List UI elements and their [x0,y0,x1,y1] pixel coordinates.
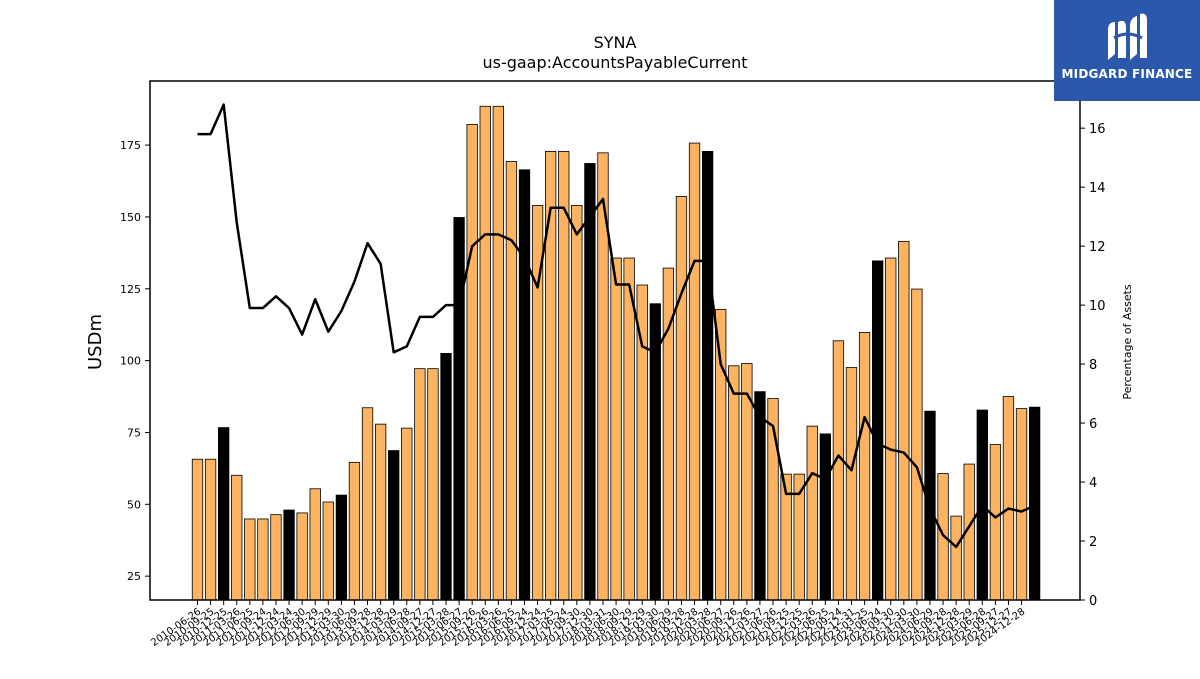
bar [701,151,714,601]
bar [545,151,557,601]
bar [231,474,243,601]
y-tick-label: 175 [120,139,141,152]
y2-axis-label: Percentage of Assets [1121,284,1134,400]
percentage-line-series [197,103,1036,549]
bar [872,260,884,601]
bar [715,309,727,601]
bar [505,161,518,601]
bar [440,353,452,601]
bar [1028,406,1041,601]
bar [728,365,740,601]
y2-tick-label: 10 [1089,299,1106,314]
bar [492,105,504,601]
bar [610,257,622,601]
bar [832,340,845,601]
bar [309,488,321,601]
brand-logo-box: MIDGARD FINANCE [1054,0,1200,101]
bar [558,151,570,601]
bar [754,391,766,601]
bar [571,205,583,601]
bar [675,196,688,601]
bar [361,407,374,601]
bar [414,368,426,601]
bar [322,501,334,601]
bar [898,240,910,601]
y2-tick-label: 2 [1089,535,1097,550]
bar [885,257,897,601]
bar [257,518,269,601]
y-tick-label: 25 [127,570,141,583]
bar [479,105,491,601]
bar [806,425,818,601]
bar [518,169,531,601]
bar [204,458,217,601]
bar [623,257,635,601]
y2-tick-label: 12 [1089,240,1106,255]
bar [218,427,230,601]
bar [348,461,361,601]
midgard-m-logo-icon [1108,13,1147,60]
bar [374,423,387,601]
chart-title: SYNA [594,33,637,52]
bar [688,142,701,601]
y2-tick-label: 8 [1089,358,1097,373]
bar [401,427,413,601]
bar [858,332,871,601]
y2-tick-label: 4 [1089,476,1097,491]
y2-tick-label: 6 [1089,417,1097,432]
bar [1002,396,1015,601]
bar [335,494,348,601]
bar [270,514,282,601]
y2-tick-label: 0 [1089,594,1097,609]
y-axis-label: USDm [85,314,106,370]
y-tick-label: 75 [127,426,141,439]
y-tick-label: 100 [120,355,141,368]
y2-tick-label: 14 [1089,181,1106,196]
bar [388,450,400,601]
bar [453,217,465,601]
y-tick-label: 150 [120,211,141,224]
bar [819,433,831,601]
plot-frame [149,80,1081,601]
bar [427,368,439,601]
bar [244,518,256,601]
bar [989,444,1002,601]
bar [1015,408,1028,601]
y-axis-right: 0 2 4 6 8 10 12 14 16 [1080,122,1106,609]
chart-subtitle: us-gaap:AccountsPayableCurrent [482,53,747,72]
bar [845,367,858,601]
bar [466,123,478,601]
y-axis-left: 25 50 75 100 125 150 175 [120,139,150,583]
bar [950,515,962,601]
brand-name: MIDGARD FINANCE [1061,67,1193,81]
y2-tick-label: 16 [1089,122,1106,137]
percentage-line [197,103,1036,549]
bar [584,163,596,601]
y-tick-label: 125 [120,283,141,296]
bar [191,458,204,601]
bar [296,512,308,601]
bar [283,509,295,601]
y-tick-label: 50 [127,498,141,511]
bar [911,288,923,601]
x-axis: 2010-06-262010-09-252010-12-252011-03-26… [149,600,1027,649]
